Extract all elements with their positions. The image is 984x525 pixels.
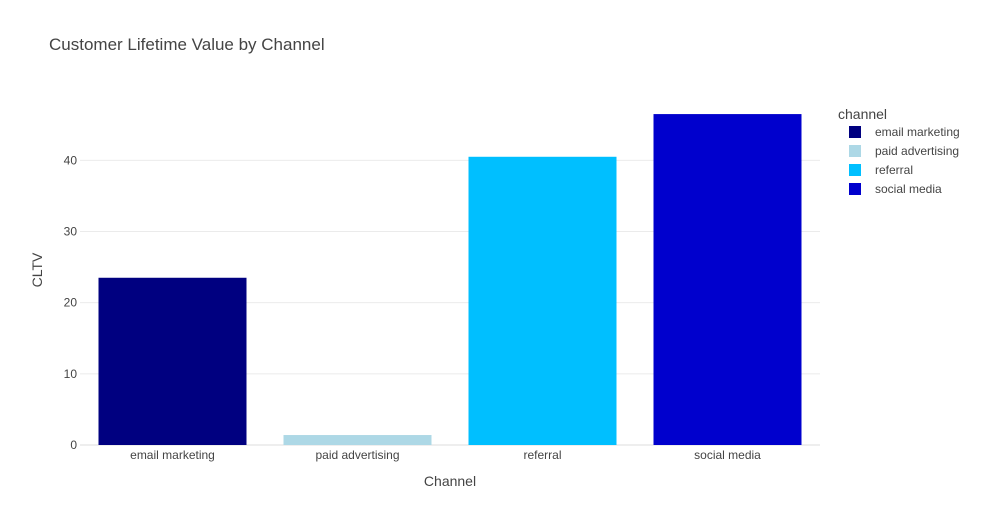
x-tick-label: email marketing (130, 448, 215, 462)
legend-swatch[interactable] (849, 126, 861, 138)
legend-title: channel (838, 106, 887, 122)
bar-referral[interactable] (468, 156, 617, 445)
chart-title: Customer Lifetime Value by Channel (49, 35, 325, 54)
y-tick-label: 0 (70, 438, 77, 452)
x-axis-title: Channel (424, 473, 476, 489)
y-tick-label: 10 (64, 367, 78, 381)
x-axis-ticks: email marketing paid advertising referral s… (130, 448, 761, 462)
x-tick-label: social media (694, 448, 761, 462)
x-tick-label: paid advertising (315, 448, 399, 462)
bar-email-marketing[interactable] (98, 277, 247, 445)
x-tick-label: referral (523, 448, 561, 462)
legend-item-label[interactable]: referral (875, 163, 913, 177)
bar-social-media[interactable] (653, 114, 802, 445)
y-tick-label: 20 (64, 296, 78, 310)
bar-paid-advertising[interactable] (283, 435, 432, 445)
y-axis-title: CLTV (29, 252, 45, 287)
legend-item-label[interactable]: email marketing (875, 125, 960, 139)
y-tick-label: 40 (64, 153, 78, 167)
y-tick-label: 30 (64, 225, 78, 239)
bars (98, 114, 802, 445)
legend[interactable]: channel email marketing paid advertising r… (838, 106, 960, 196)
legend-item-label[interactable]: paid advertising (875, 144, 959, 158)
y-axis-ticks: 0 10 20 30 40 (64, 153, 78, 452)
legend-item-label[interactable]: social media (875, 182, 942, 196)
legend-swatch[interactable] (849, 183, 861, 195)
legend-swatch[interactable] (849, 145, 861, 157)
legend-swatch[interactable] (849, 164, 861, 176)
